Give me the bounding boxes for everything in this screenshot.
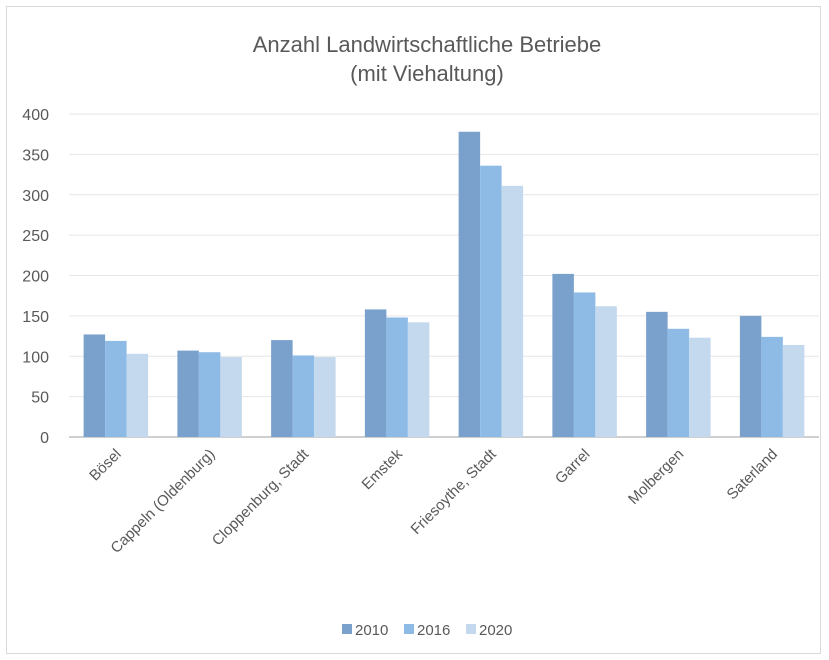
- legend: 2010 2016 2020: [342, 622, 512, 639]
- bar: [667, 328, 690, 437]
- legend-label: 2010: [355, 622, 388, 639]
- x-tick-label: Cloppenburg, Stadt: [209, 445, 313, 549]
- bar: [126, 353, 149, 437]
- bar: [501, 185, 524, 437]
- y-tick-label: 100: [22, 349, 49, 366]
- chart-frame: Anzahl Landwirtschaftliche Betriebe (mit…: [6, 6, 821, 654]
- y-tick-label: 150: [22, 309, 49, 326]
- bar: [177, 350, 199, 437]
- x-tick-label: Bösel: [86, 446, 125, 485]
- bar: [407, 322, 430, 437]
- bar: [480, 165, 502, 437]
- bar: [782, 344, 805, 437]
- y-tick-label: 350: [22, 147, 49, 164]
- bar: [220, 357, 242, 437]
- bar: [386, 317, 408, 437]
- x-tick-label: Saterland: [724, 446, 781, 503]
- bar: [458, 131, 481, 437]
- y-axis: 0 50 100 150 200 250 300 350 400: [22, 107, 49, 447]
- bar: [761, 336, 783, 437]
- legend-swatch: [466, 624, 476, 634]
- bar: [198, 352, 221, 437]
- y-tick-label: 0: [40, 430, 49, 447]
- bar: [83, 334, 106, 437]
- x-tick-label: Friesoythe, Stadt: [408, 445, 501, 538]
- bar: [573, 292, 596, 437]
- bar: [314, 357, 336, 437]
- bar: [292, 355, 315, 437]
- bar: [646, 311, 668, 437]
- y-tick-label: 50: [31, 390, 49, 407]
- y-tick-label: 400: [22, 107, 49, 124]
- bar: [364, 309, 387, 437]
- bar: [552, 273, 574, 437]
- chart-title: Anzahl Landwirtschaftliche Betriebe: [253, 32, 602, 57]
- legend-swatch: [342, 624, 352, 634]
- bar: [689, 337, 711, 437]
- x-tick-label: Emstek: [359, 445, 407, 493]
- bar-chart: Anzahl Landwirtschaftliche Betriebe (mit…: [22, 32, 819, 639]
- y-tick-label: 250: [22, 228, 49, 245]
- bars: [83, 131, 805, 437]
- y-tick-label: 300: [22, 188, 49, 205]
- bar: [271, 340, 293, 437]
- y-tick-label: 200: [22, 269, 49, 286]
- bar: [739, 315, 762, 437]
- legend-label: 2020: [479, 622, 512, 639]
- legend-label: 2016: [417, 622, 450, 639]
- legend-swatch: [404, 624, 414, 634]
- bar: [595, 306, 617, 437]
- x-tick-label: Molbergen: [625, 446, 687, 508]
- x-tick-label: Garrel: [552, 446, 593, 487]
- bar: [105, 340, 127, 437]
- x-tick-label: Cappeln (Oldenburg): [107, 446, 218, 557]
- chart-subtitle: (mit Viehaltung): [350, 61, 504, 86]
